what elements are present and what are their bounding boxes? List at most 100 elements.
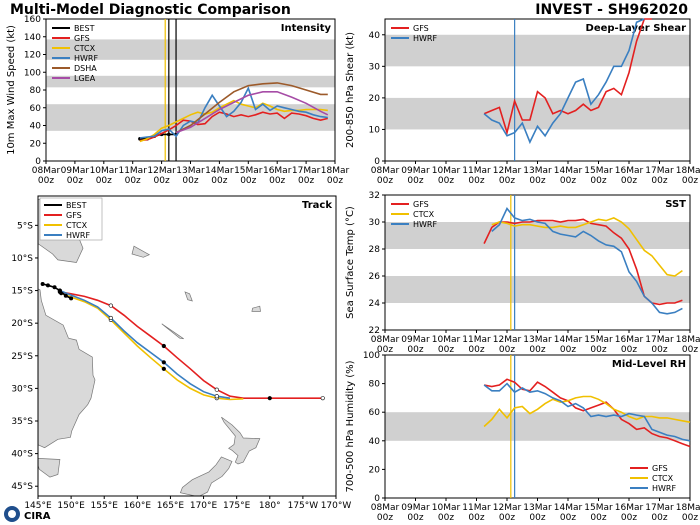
x-tick-line: 16Mar [263, 166, 292, 176]
x-tick-label: 17Mar 00z [645, 166, 674, 186]
lat-tick-label: 25°S [11, 352, 33, 362]
y-tick-label: 32 [369, 191, 380, 201]
x-tick-label: 10Mar 00z [432, 166, 461, 186]
legend-label-ctcx: CTCX [413, 210, 435, 219]
x-tick-line: 14Mar [554, 503, 583, 513]
forecast-marker [108, 315, 113, 321]
shaded-band [385, 276, 690, 303]
y-tick-label: 60 [369, 408, 381, 418]
legend-label-best: BEST [66, 201, 87, 210]
x-tick-label: 14Mar 00z [554, 166, 583, 186]
map-frame [37, 195, 337, 497]
x-tick-line: 00z [621, 176, 637, 186]
lon-tick-label: 175°W [288, 501, 319, 511]
legend-label-lgea: LGEA [74, 74, 96, 83]
y-tick-label: 20 [30, 139, 42, 149]
ocean [38, 196, 336, 496]
x-tick-line: 00z [682, 513, 698, 523]
y-tick-label: 30 [369, 62, 381, 72]
x-tick-line: 00z [529, 176, 545, 186]
x-tick-label: 15Mar 00z [584, 166, 613, 186]
shaded-band [46, 39, 335, 60]
x-tick-line: 00z [377, 176, 393, 186]
lat-tick-label: 35°S [11, 417, 33, 427]
x-tick-label: 11Mar 00z [462, 503, 491, 523]
x-tick-line: 00z [682, 345, 698, 355]
forecast-marker [108, 303, 113, 308]
x-tick-label: 08Mar 00z [371, 335, 400, 355]
y-tick-label: 28 [369, 245, 381, 255]
series-hwrf [139, 86, 328, 139]
forecast-marker [161, 366, 166, 371]
x-tick-label: 13Mar 00z [523, 166, 552, 186]
panel-title: Mid-Level RH [612, 359, 686, 370]
x-tick-line: 00z [298, 176, 314, 186]
x-tick-label: 12Mar 00z [493, 503, 522, 523]
x-tick-line: 13Mar [523, 503, 552, 513]
legend-label-gfs: GFS [66, 211, 82, 220]
lon-tick-label: 180° [259, 501, 281, 511]
legend-label-gfs: GFS [652, 464, 668, 473]
x-tick-line: 14Mar [554, 335, 583, 345]
x-tick-line: 00z [651, 513, 667, 523]
best-track-marker [63, 293, 68, 298]
x-tick-line: 00z [499, 176, 515, 186]
x-tick-line: 00z [327, 176, 343, 186]
x-tick-label: 12Mar 00z [493, 166, 522, 186]
lat-tick-label: 20°S [11, 319, 33, 329]
lon-tick-label: 170°E [190, 501, 218, 511]
x-tick-label: 12Mar 00z [493, 335, 522, 355]
legend-label-hwrf: HWRF [74, 54, 98, 63]
x-tick-line: 00z [651, 176, 667, 186]
x-tick-line: 00z [621, 513, 637, 523]
y-tick-label: 20 [369, 465, 381, 475]
forecast-marker [267, 396, 272, 401]
series-ctcx [483, 395, 691, 428]
fiji [251, 305, 261, 312]
series-ctcx [491, 217, 683, 277]
storm-id: INVEST - SH962020 [535, 2, 688, 18]
x-tick-label: 17Mar 00z [292, 166, 321, 186]
x-tick-line: 00z [407, 176, 423, 186]
lon-tick-label: 145°E [24, 501, 52, 511]
x-tick-label: 14Mar 00z [554, 335, 583, 355]
legend-label-hwrf: HWRF [413, 34, 437, 43]
x-tick-line: 15Mar [584, 503, 613, 513]
x-tick-label: 13Mar 00z [176, 166, 205, 186]
x-tick-line: 13Mar [523, 335, 552, 345]
panel-title: Deep-Layer Shear [586, 23, 687, 34]
lon-tick-label: 175°E [223, 501, 251, 511]
new-caledonia [161, 323, 184, 340]
x-tick-line: 09Mar [401, 166, 430, 176]
x-tick-line: 10Mar [432, 166, 461, 176]
x-tick-label: 11Mar 00z [462, 166, 491, 186]
x-tick-line: 00z [499, 513, 515, 523]
series-hwrf [491, 207, 683, 315]
x-tick-line: 00z [407, 513, 423, 523]
best-track-marker [57, 288, 62, 293]
x-tick-line: 00z [377, 513, 393, 523]
x-tick-line: 09Mar [401, 503, 430, 513]
y-tick-label: 0 [35, 157, 41, 167]
x-tick-line: 11Mar [118, 166, 147, 176]
x-tick-line: 00z [682, 176, 698, 186]
x-tick-line: 00z [240, 176, 256, 186]
series-hwrf [483, 18, 645, 145]
x-tick-line: 17Mar [292, 166, 321, 176]
x-tick-line: 12Mar [493, 335, 522, 345]
solomon-islands [131, 245, 151, 258]
x-tick-line: 00z [590, 345, 606, 355]
track-ctcx [60, 292, 244, 401]
forecast-marker [161, 343, 166, 349]
y-tick-label: 0 [374, 157, 380, 167]
x-tick-line: 00z [621, 345, 637, 355]
y-tick-label: 10 [369, 125, 381, 135]
y-tick-label: 40 [30, 122, 42, 132]
x-tick-label: 11Mar 00z [118, 166, 147, 186]
